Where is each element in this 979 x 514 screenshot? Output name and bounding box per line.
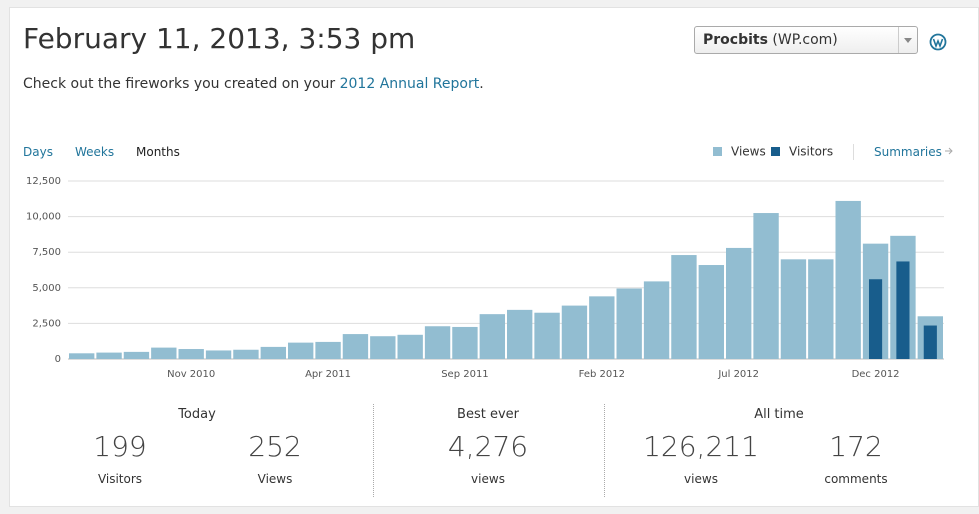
stat-label: Visitors	[97, 472, 143, 486]
bar	[868, 279, 883, 359]
site-name: Procbits	[703, 32, 768, 48]
legend-swatch	[713, 147, 722, 156]
x-tick-label: Apr 2011	[305, 369, 351, 380]
bar	[178, 349, 204, 359]
bar	[342, 334, 369, 359]
legend-separator	[853, 144, 854, 160]
bar	[205, 350, 232, 359]
stat-value: 252	[248, 430, 302, 463]
tab-weeks[interactable]: Weeks	[75, 145, 115, 159]
panel	[9, 7, 979, 507]
bar	[123, 351, 150, 359]
x-tick-label: Jul 2012	[717, 369, 759, 380]
bar	[923, 325, 937, 359]
legend-label: Visitors	[789, 145, 833, 159]
stat-title: Today	[178, 407, 216, 422]
bar	[315, 341, 341, 359]
y-tick-label: 10,000	[26, 212, 61, 223]
bar	[753, 213, 779, 359]
bar	[726, 247, 752, 359]
bar	[561, 305, 588, 359]
y-tick-label: 5,000	[32, 283, 61, 294]
stat-label: Views	[257, 472, 293, 486]
message-end: .	[479, 76, 484, 92]
site-suffix: (WP.com)	[772, 32, 838, 48]
bar	[69, 353, 95, 359]
page-title: February 11, 2013, 3:53 pm	[23, 22, 416, 55]
bar	[370, 336, 396, 359]
bar	[780, 259, 807, 359]
x-tick-label: Dec 2012	[852, 369, 900, 380]
bar	[896, 261, 910, 359]
bar	[233, 349, 259, 359]
legend-label: Views	[731, 145, 766, 159]
stat-divider	[604, 404, 605, 497]
stat-label: comments	[824, 472, 888, 486]
bar	[151, 347, 177, 359]
y-tick-label: 12,500	[26, 176, 61, 187]
stat-label: views	[471, 472, 505, 486]
stat-value: 4,276	[447, 430, 529, 463]
bar	[288, 342, 314, 359]
bar	[452, 326, 478, 359]
annual-report-link[interactable]: 2012 Annual Report	[339, 76, 480, 92]
select-arrow	[898, 27, 917, 53]
bar	[260, 346, 286, 359]
y-tick-label: 7,500	[32, 247, 61, 258]
bar	[96, 352, 122, 359]
bar	[671, 255, 697, 359]
stat-value: 172	[829, 430, 883, 463]
stat-title: Best ever	[457, 407, 519, 422]
wp-icon[interactable]	[929, 33, 947, 51]
y-tick-label: 2,500	[32, 318, 61, 329]
bar	[534, 312, 560, 359]
stat-title: All time	[754, 407, 804, 422]
summaries-link[interactable]: Summaries	[874, 145, 953, 159]
x-tick-label: Feb 2012	[579, 369, 625, 380]
bar	[643, 281, 670, 359]
y-tick-label: 0	[55, 354, 61, 365]
message: Check out the fireworks you created on y…	[23, 76, 484, 92]
bar	[808, 259, 834, 359]
stat-value: 199	[93, 430, 147, 463]
stat-label: views	[684, 472, 718, 486]
bar	[507, 309, 533, 359]
bar	[698, 265, 724, 359]
x-tick-label: Nov 2010	[167, 369, 215, 380]
summaries-text: Summaries	[874, 145, 942, 159]
stat-divider	[373, 404, 374, 497]
bar	[479, 314, 505, 359]
bar	[589, 296, 615, 359]
site-select[interactable]: Procbits (WP.com)	[694, 26, 918, 54]
tab-months[interactable]: Months	[136, 145, 180, 159]
x-tick-label: Sep 2011	[441, 369, 488, 380]
bar	[835, 200, 861, 359]
bar	[397, 334, 423, 359]
bar	[616, 288, 642, 359]
tab-days[interactable]: Days	[23, 145, 53, 159]
stat-value: 126,211	[643, 430, 759, 463]
arrow-icon	[944, 147, 953, 155]
bar	[424, 326, 451, 359]
legend-swatch	[771, 147, 780, 156]
message-text: Check out the fireworks you created on y…	[23, 76, 336, 92]
